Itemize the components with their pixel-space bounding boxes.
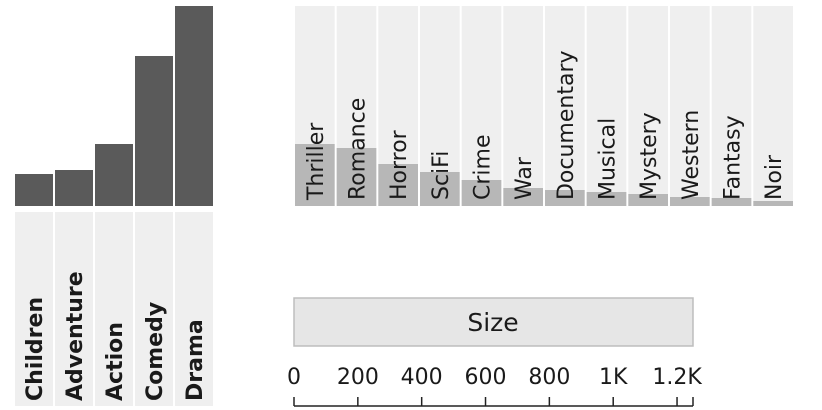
label-fantasy: Fantasy <box>721 115 746 200</box>
size-tick-label-400: 400 <box>401 365 443 390</box>
label-drama: Drama <box>183 319 208 401</box>
label-horror: Horror <box>387 129 412 200</box>
label-adventure: Adventure <box>63 271 88 401</box>
size-panel: Size 0 200 400 600 800 1K 1.2K <box>287 297 702 407</box>
bg-mystery <box>628 6 668 206</box>
bg-war <box>503 6 543 206</box>
bar-children[interactable] <box>15 174 53 206</box>
label-bg-action <box>95 212 133 406</box>
label-scifi: SciFi <box>429 151 454 200</box>
bar-comedy[interactable] <box>135 56 173 206</box>
bar-drama[interactable] <box>175 6 213 206</box>
size-title: Size <box>467 308 518 337</box>
label-comedy: Comedy <box>143 302 168 401</box>
bar-musical[interactable] <box>586 192 627 206</box>
label-western: Western <box>679 110 704 200</box>
label-documentary: Documentary <box>554 50 579 200</box>
bar-action[interactable] <box>95 144 133 206</box>
bar-crime[interactable] <box>461 180 502 206</box>
size-tick-label-800: 800 <box>528 365 570 390</box>
bar-scifi[interactable] <box>420 172 460 206</box>
size-tick-label-1200: 1.2K <box>652 365 702 390</box>
label-romance: Romance <box>346 98 371 200</box>
bg-fantasy <box>711 6 752 206</box>
label-bg-comedy <box>135 212 173 406</box>
label-war: War <box>512 156 537 200</box>
label-children: Children <box>23 297 48 401</box>
main-genre-label-strip: Children Adventure Action Comedy Drama <box>15 212 213 406</box>
bar-war[interactable] <box>503 188 543 206</box>
main-genre-bar-chart <box>15 6 213 206</box>
label-thriller: Thriller <box>304 122 329 201</box>
bg-documentary <box>545 6 585 206</box>
label-action: Action <box>103 322 128 401</box>
bg-noir <box>753 6 793 206</box>
size-tick-label-1000: 1K <box>599 365 628 390</box>
size-title-box <box>293 297 694 347</box>
other-genre-bar-chart: Thriller Romance Horror SciFi Crime War Docume… <box>295 6 793 206</box>
bar-noir[interactable] <box>753 201 793 206</box>
size-tick-label-200: 200 <box>337 365 379 390</box>
bar-fantasy[interactable] <box>711 198 752 206</box>
bar-thriller[interactable] <box>295 144 335 206</box>
bg-crime <box>461 6 502 206</box>
label-bg-children <box>15 212 53 406</box>
size-tick-label-0: 0 <box>287 365 301 390</box>
label-bg-adventure <box>55 212 93 406</box>
size-tick-label-600: 600 <box>465 365 507 390</box>
bg-musical <box>586 6 627 206</box>
label-crime: Crime <box>471 135 496 200</box>
label-bg-drama <box>175 212 213 406</box>
bar-mystery[interactable] <box>628 194 668 206</box>
bar-documentary[interactable] <box>545 190 585 206</box>
label-musical: Musical <box>596 118 621 200</box>
label-mystery: Mystery <box>637 112 662 200</box>
label-noir: Noir <box>762 154 787 200</box>
bar-western[interactable] <box>670 197 710 206</box>
bar-horror[interactable] <box>378 164 418 206</box>
bar-adventure[interactable] <box>55 170 93 206</box>
size-axis: 0 200 400 600 800 1K 1.2K <box>287 365 702 407</box>
bar-romance[interactable] <box>336 148 377 206</box>
bg-western <box>670 6 710 206</box>
